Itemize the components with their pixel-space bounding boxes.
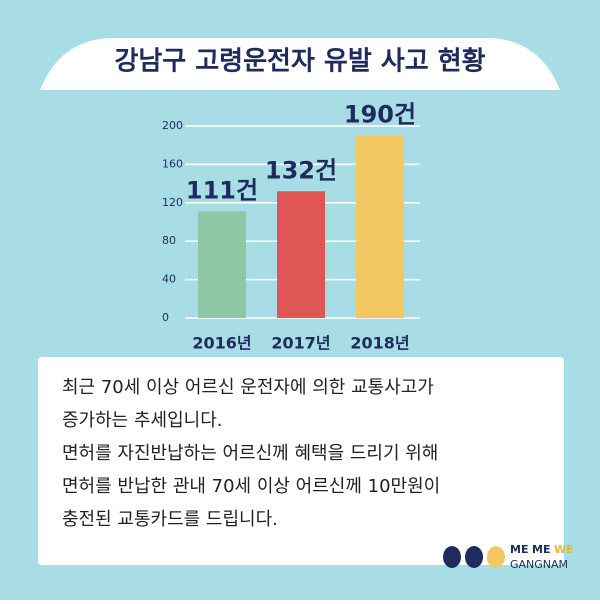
y-tick-label: 120 [162,196,183,209]
x-tick-label: 2018년 [350,334,409,353]
bar [356,135,404,318]
y-tick-label: 200 [162,119,183,132]
y-tick-label: 0 [162,311,169,324]
logo-text: ME [532,543,550,556]
text-box [38,357,564,565]
x-tick-label: 2016년 [192,334,251,353]
description-line: 면허를 반납한 관내 70세 이상 어르신께 10만원이 [62,476,440,497]
value-label: 190건 [344,101,416,129]
description-line: 면허를 자진반납하는 어르신께 혜택을 드리기 위해 [62,443,438,464]
bar [198,211,246,318]
y-tick-label: 80 [162,234,176,247]
logo-text: WE [554,543,574,556]
description-line: 최근 70세 이상 어르신 운전자에 의한 교통사고가 [62,377,434,398]
logo-icon [487,546,505,568]
logo-text: GANGNAM [510,558,568,571]
logo [443,546,505,568]
value-label: 132건 [265,156,337,184]
title-pill [40,38,560,90]
description-line: 증가하는 추세입니다. [62,410,222,431]
x-tick-label: 2017년 [271,334,330,353]
chart-title: 강남구 고령운전자 유발 사고 현황 [114,47,485,77]
y-tick-label: 40 [162,273,176,286]
logo-icon [465,546,483,568]
y-tick-label: 160 [162,157,183,170]
logo-icon [443,546,461,568]
bar [277,191,325,318]
logo-text: ME [510,543,528,556]
description-line: 충전된 교통카드를 드립니다. [62,509,278,530]
value-label: 111건 [186,176,258,204]
